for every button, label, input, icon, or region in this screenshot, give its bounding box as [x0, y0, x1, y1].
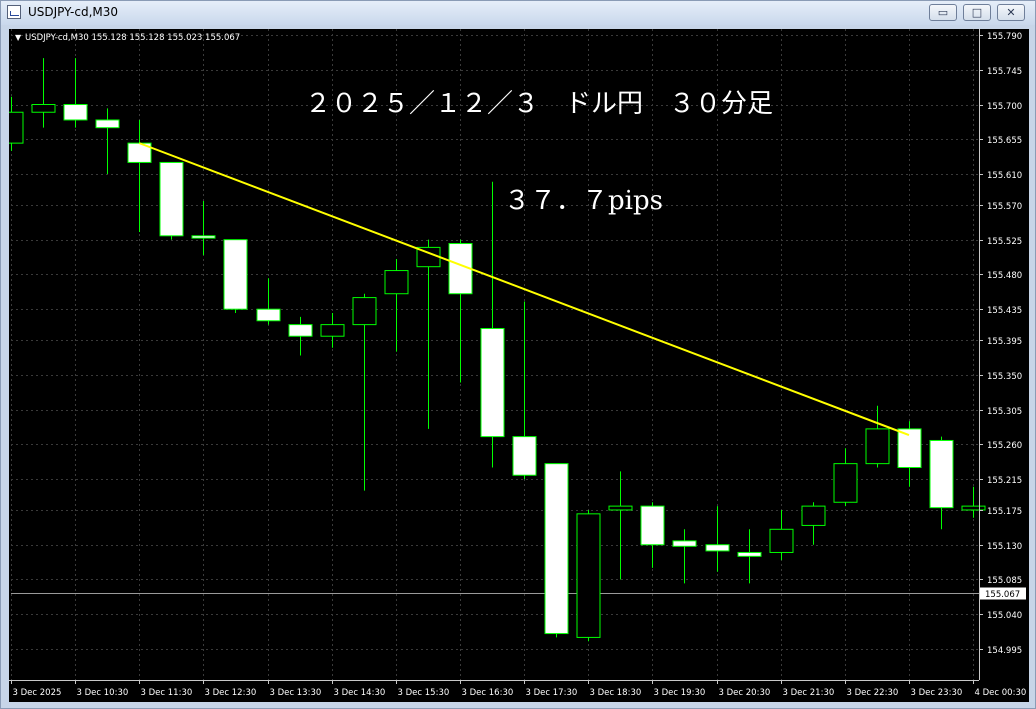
title-bar[interactable]: USDJPY-cd,M30 ▭ □ ✕	[1, 1, 1035, 25]
trend-line[interactable]	[138, 142, 910, 437]
time-tick-label: 3 Dec 14:30	[334, 688, 386, 698]
price-tick-label: 155.480	[987, 271, 1022, 281]
candle-body-bear[interactable]	[63, 104, 88, 121]
candle-body-bull[interactable]	[31, 104, 56, 113]
candle-body-bull[interactable]	[961, 505, 986, 511]
time-tick-label: 3 Dec 16:30	[462, 688, 514, 698]
price-tick-label: 155.570	[987, 202, 1022, 212]
price-tick-label: 155.175	[987, 507, 1022, 517]
candle-body-bear[interactable]	[705, 544, 730, 552]
annotation-title: ２０２５／１２／３ ドル円 ３０分足	[305, 89, 773, 119]
current-price-label: 155.067	[985, 590, 1020, 600]
candle-body-bull[interactable]	[352, 297, 377, 326]
candle-body-bull[interactable]	[608, 505, 633, 511]
chart-area[interactable]: 155.790 155.745 155.700 155.655 155.610 155.5…	[9, 29, 1029, 702]
candle-body-bull[interactable]	[384, 270, 409, 295]
candle-body-bull[interactable]	[833, 463, 858, 503]
time-tick-label: 3 Dec 11:30	[141, 688, 193, 698]
time-tick-label: 3 Dec 21:30	[783, 688, 835, 698]
price-tick-label: 154.995	[987, 646, 1022, 656]
chart-menu-icon[interactable]: ▼	[15, 33, 22, 42]
close-button[interactable]: ✕	[997, 4, 1025, 21]
time-tick-label: 3 Dec 22:30	[847, 688, 899, 698]
time-tick-label: 3 Dec 2025	[13, 688, 62, 698]
price-tick-label: 155.130	[987, 542, 1022, 552]
candle-bodies	[9, 104, 986, 638]
candle-body-bear[interactable]	[897, 428, 922, 469]
time-tick-label: 4 Dec 00:30	[975, 688, 1027, 698]
time-tick-label: 3 Dec 15:30	[398, 688, 450, 698]
candle-body-bull[interactable]	[9, 111, 24, 144]
time-tick-label: 3 Dec 20:30	[719, 688, 771, 698]
candle-body-bear[interactable]	[512, 436, 537, 476]
price-tick-label: 155.215	[987, 476, 1022, 486]
price-tick-label: 155.260	[987, 441, 1022, 451]
price-tick-label: 155.435	[987, 306, 1022, 316]
candle-body-bear[interactable]	[640, 505, 665, 546]
time-tick-label: 3 Dec 17:30	[526, 688, 578, 698]
price-tick-label: 155.350	[987, 372, 1022, 382]
maximize-button[interactable]: □	[963, 4, 991, 21]
window-title: USDJPY-cd,M30	[28, 5, 119, 19]
price-tick-label: 155.525	[987, 237, 1022, 247]
candle-body-bear[interactable]	[95, 119, 120, 129]
price-tick-label: 155.040	[987, 611, 1022, 621]
candlestick-chart[interactable]: 155.790 155.745 155.700 155.655 155.610 155.5…	[9, 29, 1029, 702]
time-tick-label: 3 Dec 12:30	[205, 688, 257, 698]
price-tick-label: 155.085	[987, 576, 1022, 586]
candle-body-bull[interactable]	[769, 528, 794, 553]
time-tick-label: 3 Dec 19:30	[654, 688, 706, 698]
candle-body-bear[interactable]	[480, 327, 505, 438]
minimize-button[interactable]: ▭	[929, 4, 957, 21]
price-tick-label: 155.395	[987, 337, 1022, 347]
candle-body-bear[interactable]	[256, 308, 281, 322]
current-price-box	[980, 587, 1026, 600]
candle-body-bear[interactable]	[223, 239, 248, 310]
grid-lines	[11, 29, 979, 680]
candle-body-bear[interactable]	[544, 463, 569, 635]
price-tick-label: 155.655	[987, 136, 1022, 146]
candle-body-bull[interactable]	[320, 324, 345, 337]
candle-body-bear[interactable]	[191, 235, 216, 239]
candle-body-bear[interactable]	[672, 540, 697, 547]
time-tick-label: 3 Dec 23:30	[911, 688, 963, 698]
price-tick-label: 155.610	[987, 171, 1022, 181]
candle-body-bear[interactable]	[159, 161, 184, 237]
price-tick-label: 155.790	[987, 32, 1022, 42]
candle-body-bull[interactable]	[576, 513, 601, 638]
candle-body-bull[interactable]	[865, 428, 890, 465]
candle-body-bear[interactable]	[929, 439, 954, 509]
candle-body-bear[interactable]	[737, 551, 762, 557]
chart-window-icon	[7, 5, 21, 19]
candle-body-bear[interactable]	[288, 324, 313, 337]
price-tick-label: 155.745	[987, 67, 1022, 77]
chart-info-label: USDJPY-cd,M30 155.128 155.128 155.023 15…	[25, 33, 240, 43]
annotation-pips: ３７．７pips	[504, 186, 663, 216]
candle-body-bull[interactable]	[801, 505, 826, 526]
time-tick-label: 3 Dec 13:30	[270, 688, 322, 698]
time-tick-label: 3 Dec 18:30	[590, 688, 642, 698]
price-axis[interactable]: 155.790 155.745 155.700 155.655 155.610 155.5…	[979, 29, 1026, 680]
price-tick-label: 155.305	[987, 407, 1022, 417]
time-tick-label: 3 Dec 10:30	[77, 688, 129, 698]
time-axis[interactable]: 3 Dec 2025 3 Dec 10:30 3 Dec 11:30 3 Dec 12…	[9, 680, 1026, 698]
price-tick-label: 155.700	[987, 102, 1022, 112]
